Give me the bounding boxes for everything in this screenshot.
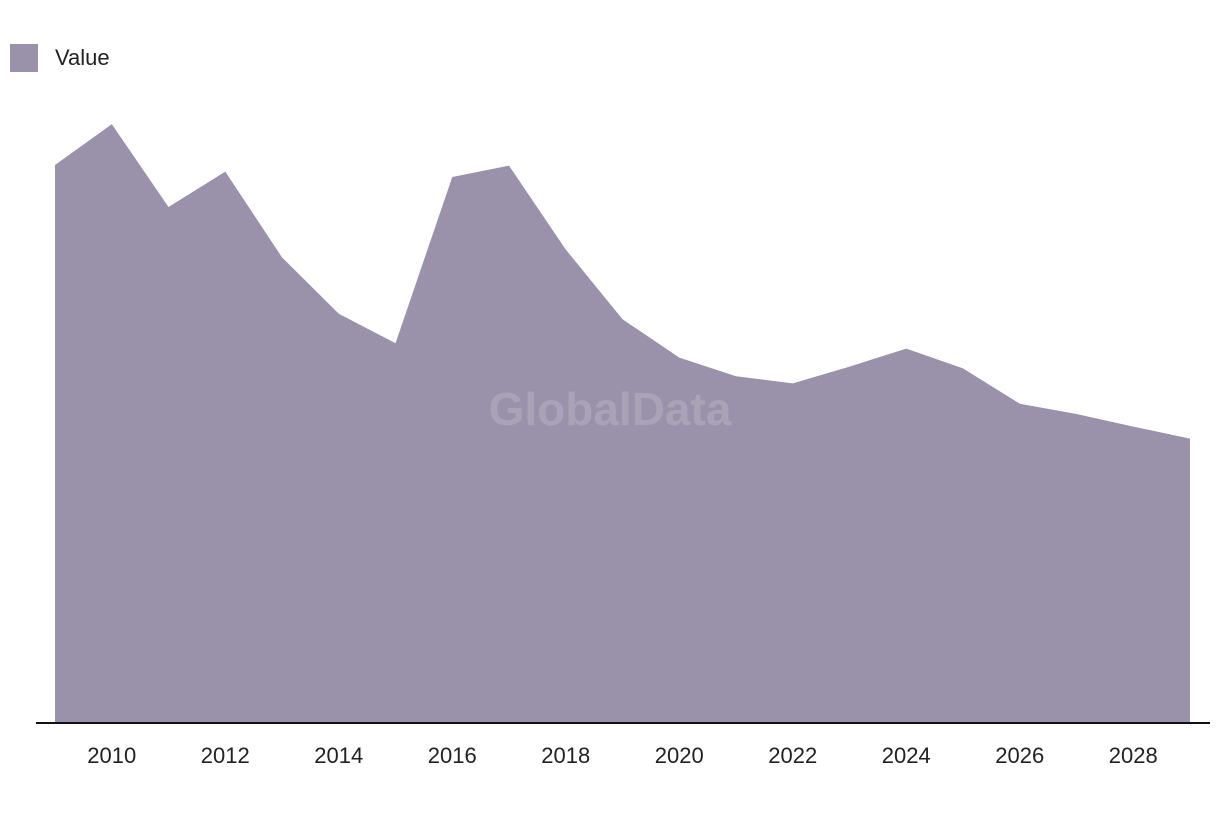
x-tick-label: 2028 [1109,743,1158,768]
legend-label: Value [55,45,110,70]
x-tick-label: 2020 [655,743,704,768]
x-tick-label: 2018 [541,743,590,768]
x-tick-label: 2010 [87,743,136,768]
legend: Value [10,44,110,72]
x-tick-label: 2012 [201,743,250,768]
area-layer [55,124,1190,723]
legend-swatch [10,44,38,72]
x-tick-label: 2022 [768,743,817,768]
x-tick-label: 2026 [995,743,1044,768]
watermark: GlobalData [489,383,732,435]
x-tick-label: 2014 [314,743,363,768]
series-area-value [55,124,1190,723]
x-tick-label: 2016 [428,743,477,768]
x-tick-label: 2024 [882,743,931,768]
x-tick-labels: 2010 2012 2014 2016 2018 2020 2022 2024 2026 2028 [87,743,1157,768]
